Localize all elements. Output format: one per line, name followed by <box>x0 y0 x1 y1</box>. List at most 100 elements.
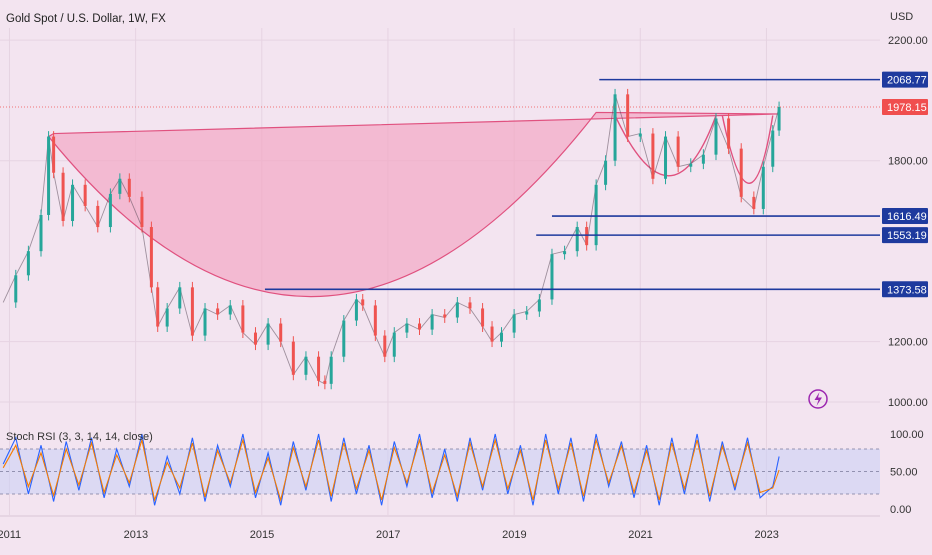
price-tag-0 <box>882 71 928 88</box>
stoch-tick-0: 100.00 <box>890 429 924 441</box>
price-tag-text-1: 1978.15 <box>887 102 927 114</box>
time-tick-4: 2019 <box>502 529 526 541</box>
candle-body-34 <box>373 305 377 336</box>
candle-body-56 <box>626 94 630 137</box>
candle-body-25 <box>279 323 283 342</box>
candle-body-37 <box>405 323 409 333</box>
candle-body-50 <box>563 251 567 255</box>
candle-body-8 <box>83 184 87 206</box>
candle-body-23 <box>253 332 257 345</box>
candle-body-3 <box>39 214 43 252</box>
lightning-icon <box>808 389 828 409</box>
candle-body-5 <box>52 136 56 173</box>
price-axis[interactable]: 2200.00 1800.00 1200.00 1000.00 2068.77 1978.… <box>882 35 928 409</box>
candle-body-19 <box>203 308 207 336</box>
candle-body-62 <box>701 154 705 164</box>
candle-body-67 <box>761 166 765 209</box>
price-series <box>2 88 781 390</box>
candle-body-64 <box>727 118 731 149</box>
candle-body-11 <box>118 178 122 194</box>
stoch-tick-2: 0.00 <box>890 504 911 516</box>
candle-body-43 <box>481 308 485 327</box>
candle-body-54 <box>604 160 608 185</box>
price-tag-text-3: 1553.19 <box>887 230 927 242</box>
support-resistance-levels <box>0 78 880 291</box>
time-tick-1: 2013 <box>124 529 148 541</box>
time-tick-6: 2023 <box>754 529 778 541</box>
candle-body-1 <box>14 275 18 303</box>
candle-body-60 <box>676 136 680 167</box>
price-tick-2: 1200.00 <box>888 337 928 349</box>
candle-body-58 <box>651 133 655 179</box>
candle-body-6 <box>61 172 65 221</box>
candle-body-7 <box>71 184 75 221</box>
candle-body-16 <box>165 308 169 327</box>
candle-body-9 <box>96 205 100 228</box>
price-line <box>2 94 780 385</box>
price-tick-0: 2200.00 <box>888 35 928 47</box>
candle-body-47 <box>525 311 529 315</box>
candle-body-13 <box>140 196 144 228</box>
candle-body-4 <box>47 136 51 215</box>
price-tag-text-2: 1616.49 <box>887 211 927 223</box>
candle-body-12 <box>127 178 131 197</box>
candle-body-39 <box>430 314 434 330</box>
candle-body-69 <box>777 107 781 131</box>
candle-body-36 <box>392 332 396 357</box>
price-tag-text-0: 2068.77 <box>887 75 927 87</box>
candle-body-42 <box>468 302 472 309</box>
candle-body-24 <box>266 323 270 345</box>
candle-body-30 <box>329 356 333 384</box>
candle-body-45 <box>500 332 504 342</box>
candle-body-31 <box>342 320 346 357</box>
time-axis[interactable]: 2011 2013 2015 2017 2019 2021 2023 <box>0 529 779 541</box>
handle-curve-1 <box>614 115 717 177</box>
candle-body-10 <box>108 193 112 228</box>
candle-body-53 <box>594 184 598 246</box>
price-tag-2 <box>882 208 928 225</box>
lightning-bolt <box>814 392 822 406</box>
candle-body-55 <box>613 94 617 161</box>
candle-body-17 <box>178 287 182 309</box>
candle-body-63 <box>714 118 718 155</box>
candle-body-61 <box>689 163 693 167</box>
cup-shape <box>47 111 780 297</box>
candle-body-57 <box>638 133 642 137</box>
currency-label: USD <box>890 11 913 23</box>
candle-body-28 <box>317 356 321 381</box>
candle-body-66 <box>752 196 756 209</box>
candle-body-49 <box>550 254 554 300</box>
chart-title: Gold Spot / U.S. Dollar, 1W, FX <box>6 13 166 25</box>
stoch-line-1 <box>2 437 780 503</box>
candle-body-48 <box>537 299 541 312</box>
candle-body-33 <box>361 299 365 306</box>
candle-body-65 <box>739 148 743 197</box>
candle-body-21 <box>228 305 232 315</box>
candle-body-29 <box>323 380 327 384</box>
candle-body-15 <box>156 287 160 327</box>
price-tick-3: 1000.00 <box>888 397 928 409</box>
time-tick-0: 2011 <box>0 529 21 541</box>
time-tick-2: 2015 <box>250 529 274 541</box>
candle-body-20 <box>216 308 220 315</box>
price-tag-4 <box>882 281 928 298</box>
stoch-tick-1: 50.00 <box>890 467 918 479</box>
price-tag-1 <box>882 98 928 115</box>
candle-body-22 <box>241 305 245 333</box>
stoch-rsi-pane: 100.00 50.00 0.00 <box>0 429 924 516</box>
price-tick-1: 1800.00 <box>888 156 928 168</box>
candle-body-52 <box>585 227 589 246</box>
alert-button[interactable] <box>808 389 828 409</box>
candle-body-40 <box>443 314 447 318</box>
candle-body-2 <box>26 251 30 276</box>
candle-body-32 <box>354 299 358 321</box>
candle-body-18 <box>190 287 194 336</box>
time-tick-3: 2017 <box>376 529 400 541</box>
candle-body-26 <box>291 341 295 375</box>
candle-body-51 <box>575 227 579 252</box>
candle-body-59 <box>664 136 668 179</box>
candle-body-46 <box>512 314 516 333</box>
candle-body-35 <box>383 335 387 357</box>
